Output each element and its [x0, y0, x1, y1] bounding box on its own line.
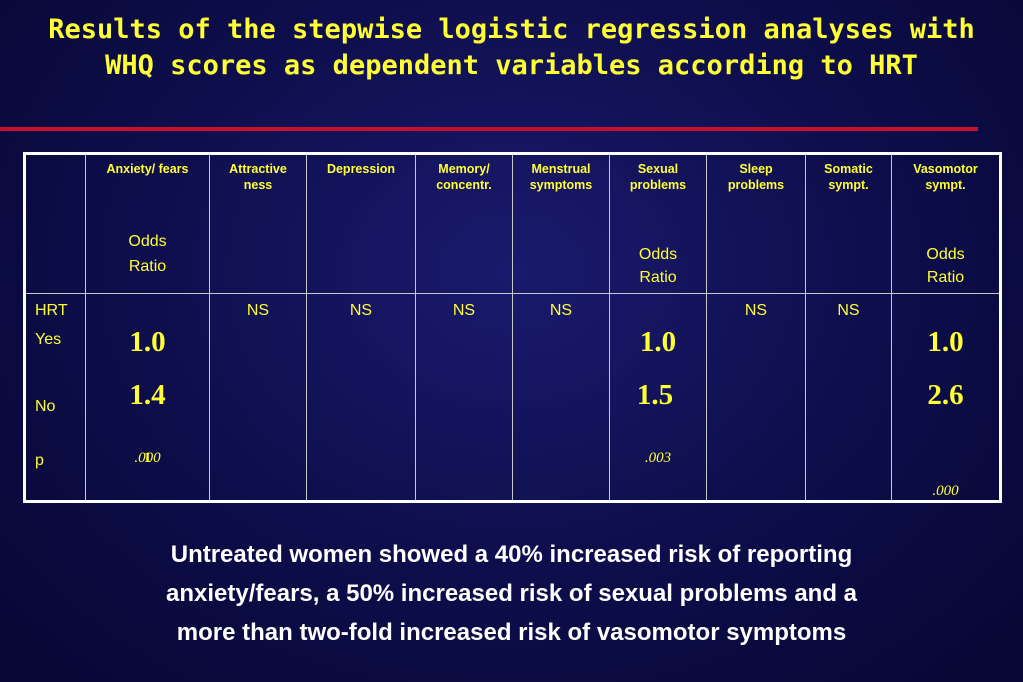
ns-value: NS [246, 302, 270, 319]
header-somatic-symptoms: Somatic sympt. [805, 153, 892, 294]
header-vasomotor-symptoms: Vasomotor sympt. Odds Ratio [891, 153, 1001, 294]
depression-value-cell: NS [306, 293, 416, 502]
sexual-p-value: .003 [644, 450, 672, 466]
sexual-values-cell: 1.0 1.5 .003 [609, 293, 707, 502]
header-menstrual-symptoms: Menstrual symptoms [512, 153, 610, 294]
ns-value: NS [837, 302, 860, 319]
summary-caption: Untreated women showed a 40% increased r… [0, 535, 1023, 652]
title-line-2: WHQ scores as dependent variables accord… [105, 50, 918, 81]
attractiveness-value-cell: NS [209, 293, 307, 502]
ns-value: NS [744, 302, 768, 319]
slide-title: Results of the stepwise logistic regress… [0, 12, 1023, 84]
memory-value-cell: NS [415, 293, 513, 502]
odds-label: Odds [926, 246, 965, 263]
anxiety-p-value: .000 1 [134, 450, 161, 466]
header-anxiety-fears: Anxiety/ fears Odds Ratio [85, 153, 210, 294]
ratio-label: Ratio [926, 269, 965, 286]
odds-label: Odds [638, 246, 678, 263]
anxiety-no-value: 1.4 [129, 379, 166, 411]
header-sleep-problems: Sleep problems [706, 153, 806, 294]
hrt-data-row: HRT Yes No p 1.0 1.4 .000 1 NS NS NS NS 1… [24, 293, 1001, 502]
vasomotor-p-value: .000 [932, 483, 959, 499]
header-row: Anxiety/ fears Odds Ratio Attractive ness… [24, 153, 1001, 294]
caption-line-3: more than two-fold increased risk of vas… [176, 619, 847, 646]
header-memory-concentration: Memory/concentr. [415, 153, 513, 294]
caption-line-1: Untreated women showed a 40% increased r… [170, 541, 853, 568]
ns-value: NS [452, 302, 476, 319]
row-labels-cell: HRT Yes No p [24, 293, 86, 502]
header-corner-cell [24, 153, 86, 294]
row-label-yes: Yes [35, 331, 62, 348]
regression-results-table: Anxiety/ fears Odds Ratio Attractive ness… [23, 152, 1002, 503]
title-line-1: Results of the stepwise logistic regress… [48, 14, 975, 45]
sexual-yes-value: 1.0 [639, 326, 677, 358]
vasomotor-values-cell: 1.0 2.6 .000 [891, 293, 1001, 502]
somatic-value-cell: NS [805, 293, 892, 502]
ns-value: NS [549, 302, 573, 319]
menstrual-value-cell: NS [512, 293, 610, 502]
row-label-no: No [35, 398, 56, 415]
header-attractiveness: Attractive ness [209, 153, 307, 294]
anxiety-values-cell: 1.0 1.4 .000 1 [85, 293, 210, 502]
header-depression: Depression [306, 153, 416, 294]
ratio-label: Ratio [639, 269, 677, 286]
vasomotor-no-value: 2.6 [927, 379, 964, 411]
sexual-no-value: 1.5 [636, 379, 674, 411]
header-sexual-problems: Sexual problems Odds Ratio [609, 153, 707, 294]
odds-label: Odds [128, 233, 167, 250]
vasomotor-yes-value: 1.0 [927, 326, 964, 358]
ratio-label: Ratio [128, 258, 167, 275]
row-label-hrt: HRT [35, 302, 68, 319]
sleep-value-cell: NS [706, 293, 806, 502]
caption-line-2: anxiety/fears, a 50% increased risk of s… [166, 580, 857, 607]
ns-value: NS [349, 302, 373, 319]
row-label-p: p [35, 452, 44, 469]
anxiety-yes-value: 1.0 [129, 326, 166, 358]
title-divider [0, 127, 978, 131]
